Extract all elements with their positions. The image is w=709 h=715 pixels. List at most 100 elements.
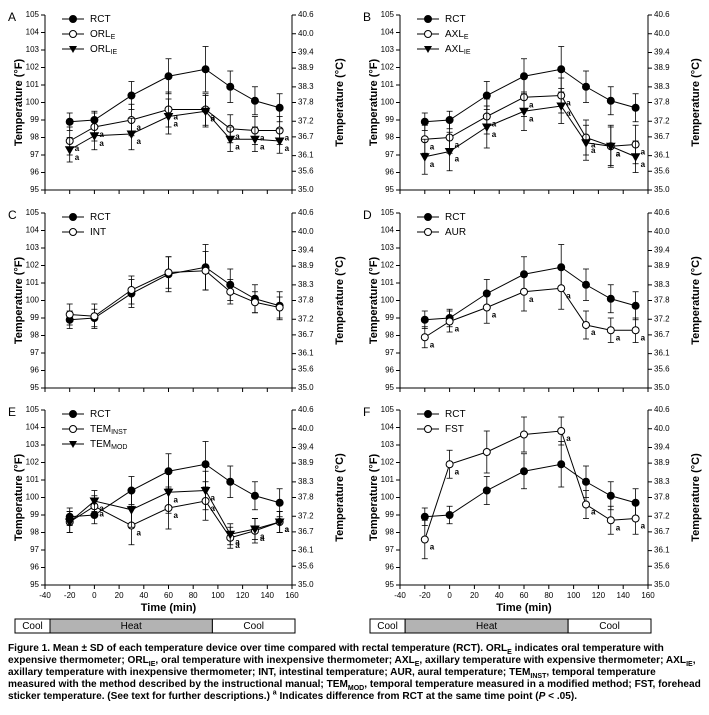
significance-label: a xyxy=(566,109,571,118)
significance-label: a xyxy=(616,149,621,158)
x-tick-label: -20 xyxy=(419,591,431,600)
y-tick-label: 96 xyxy=(30,366,39,375)
y-tick-label: 97 xyxy=(30,545,39,554)
caption-text: , temporal temperature measured in a mod… xyxy=(8,679,701,702)
series-line xyxy=(424,463,636,518)
marker xyxy=(163,113,174,122)
panel-label: F xyxy=(363,405,370,419)
significance-label: a xyxy=(75,153,80,162)
y2-tick-label: 38.3 xyxy=(298,82,314,91)
significance-label: a xyxy=(430,340,435,349)
marker xyxy=(520,430,528,439)
y2-tick-label: 38.9 xyxy=(298,458,314,467)
y2-tick-label: 40.6 xyxy=(654,208,670,217)
phase-box xyxy=(211,618,296,634)
y2-tick-label: 36.7 xyxy=(298,330,314,339)
marker xyxy=(445,317,454,326)
legend-label: AUR xyxy=(445,227,466,238)
marker xyxy=(250,525,260,535)
significance-label: a xyxy=(235,541,240,550)
legend-subscript: IE xyxy=(464,49,471,56)
marker xyxy=(274,518,285,528)
legend-marker xyxy=(69,425,77,433)
caption-text: < .05). xyxy=(545,691,578,702)
x-axis-title: Time (min) xyxy=(496,602,552,614)
legend-name: RCT xyxy=(90,14,111,25)
y2-tick-label: 37.8 xyxy=(654,98,670,107)
marker xyxy=(582,321,590,329)
marker xyxy=(606,326,615,335)
significance-label: a xyxy=(99,504,104,513)
legend-marker xyxy=(69,213,77,221)
y2-tick-label: 37.2 xyxy=(654,116,670,125)
marker xyxy=(520,287,528,296)
marker xyxy=(582,280,590,289)
marker xyxy=(225,530,236,540)
marker xyxy=(226,477,235,486)
y-tick-label: 105 xyxy=(26,405,40,414)
y2-tick-label: 37.8 xyxy=(298,493,314,502)
significance-label: a xyxy=(455,325,460,334)
panel-label: B xyxy=(363,10,371,24)
significance-label: a xyxy=(641,160,646,169)
y-tick-label: 95 xyxy=(30,580,39,589)
legend-name: RCT xyxy=(90,212,111,223)
series-line xyxy=(424,105,636,158)
marker xyxy=(557,65,566,74)
legend-name: RCT xyxy=(445,14,466,25)
y2-tick-label: 36.1 xyxy=(654,151,670,160)
significance-label: a xyxy=(591,508,596,517)
marker xyxy=(445,460,454,469)
marker xyxy=(126,130,137,140)
y-tick-label: 104 xyxy=(381,226,395,235)
y-tick-label: 100 xyxy=(381,493,395,502)
y2-tick-label: 38.9 xyxy=(654,261,670,270)
y-tick-label: 103 xyxy=(381,243,395,252)
y-tick-label: 103 xyxy=(26,440,40,449)
legend-marker xyxy=(69,228,77,236)
caption-sub: E xyxy=(414,661,420,669)
y2-tick-label: 37.2 xyxy=(654,314,670,323)
y-tick-label: 96 xyxy=(385,563,394,572)
legend-name: ORL xyxy=(90,44,111,55)
y-tick-label: 105 xyxy=(381,405,395,414)
x-tick-label: 80 xyxy=(189,591,198,600)
marker xyxy=(226,82,235,91)
y2-tick-label: 38.3 xyxy=(654,477,670,486)
y2-tick-label: 36.1 xyxy=(298,349,314,358)
y2-tick-label: 35.0 xyxy=(654,580,670,589)
legend-name: TEM xyxy=(90,439,111,450)
y2-tick-label: 40.6 xyxy=(654,405,670,414)
legend-subscript: IE xyxy=(111,49,118,56)
marker xyxy=(582,500,590,509)
marker xyxy=(557,427,566,435)
significance-label: a xyxy=(455,467,460,476)
figure: A 95 96 97 98 99 100 101 102 103 104 105 35.0 35.6 36.… xyxy=(8,10,702,634)
y2-tick-label: 35.0 xyxy=(654,383,670,392)
significance-label: a xyxy=(566,291,571,300)
marker xyxy=(519,107,529,117)
y2-tick-label: 38.3 xyxy=(654,280,670,289)
y-tick-label: 97 xyxy=(385,348,394,357)
y-tick-label: 101 xyxy=(26,80,40,89)
y2-tick-label: 35.6 xyxy=(654,561,670,570)
x-tick-label: 140 xyxy=(261,591,275,600)
y-tick-label: 101 xyxy=(26,475,40,484)
y-tick-label: 101 xyxy=(381,278,395,287)
y2-tick-label: 39.4 xyxy=(298,443,314,452)
y-tick-label: 99 xyxy=(385,313,394,322)
significance-label: a xyxy=(430,142,435,151)
x-tick-label: 0 xyxy=(447,591,452,600)
panel-label: C xyxy=(8,208,17,222)
legend-label: RCT xyxy=(445,409,466,420)
significance-label: a xyxy=(235,142,240,151)
y-tick-label: 101 xyxy=(381,475,395,484)
x-tick-label: 20 xyxy=(115,591,124,600)
marker xyxy=(200,107,211,117)
y-tick-label: 102 xyxy=(381,261,395,270)
y-tick-label: 101 xyxy=(381,80,395,89)
x-tick-label: 160 xyxy=(285,591,299,600)
significance-label: a xyxy=(235,132,240,141)
marker xyxy=(89,132,100,141)
marker xyxy=(445,511,454,519)
